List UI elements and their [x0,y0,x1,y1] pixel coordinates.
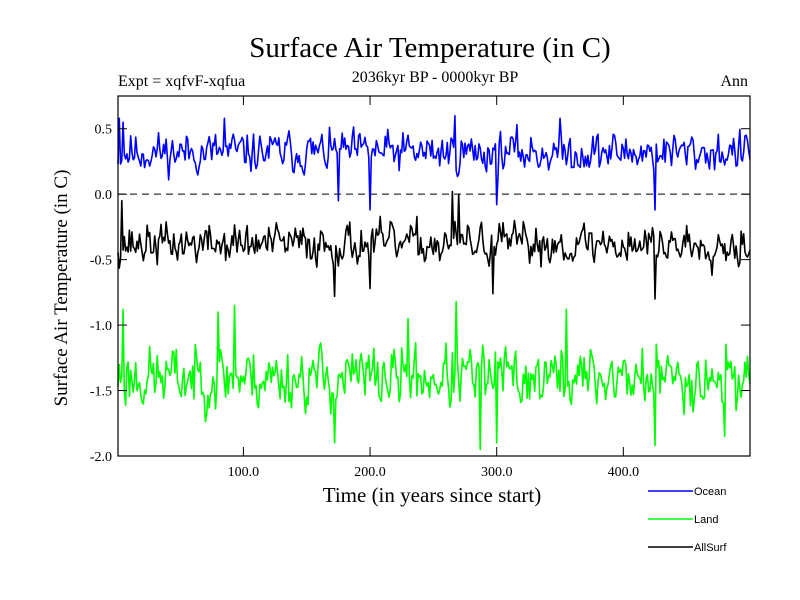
y-axis-label: Surface Air Temperature (in C) [51,170,72,407]
legend-label-ocean: Ocean [694,486,726,498]
y-tick-label: -1.0 [90,319,112,334]
series-line-land [117,300,751,451]
series-line-ocean [117,114,751,211]
legend-label-land: Land [694,514,718,526]
x-tick-label: 100.0 [228,465,260,480]
y-tick-label: 0.0 [95,188,113,203]
season-label: Ann [720,73,748,90]
y-tick-label: 0.5 [95,123,113,138]
x-axis-label: Time (in years since start) [323,483,542,507]
y-tick-label: -0.5 [90,254,112,269]
x-tick-label: 400.0 [608,465,640,480]
chart-title: Surface Air Temperature (in C) [249,32,610,64]
series-line-allsurf [117,190,751,300]
x-tick-label: 300.0 [481,465,513,480]
legend: Ocean Land AllSurf [648,486,727,554]
x-tick-label: 200.0 [354,465,386,480]
y-tick-label: -1.5 [90,385,112,400]
y-tick-label: -2.0 [90,450,112,465]
experiment-label: Expt = xqfvF-xqfua [118,73,245,90]
plot-frame [117,95,751,457]
plot-area: 0.5 0.0 -0.5 -1.0 -1.5 -2.0 100.0 200.0 300.0 400… [90,95,751,480]
chart-subtitle: 2036kyr BP - 0000kyr BP [352,69,519,86]
legend-label-allsurf: AllSurf [694,542,727,554]
